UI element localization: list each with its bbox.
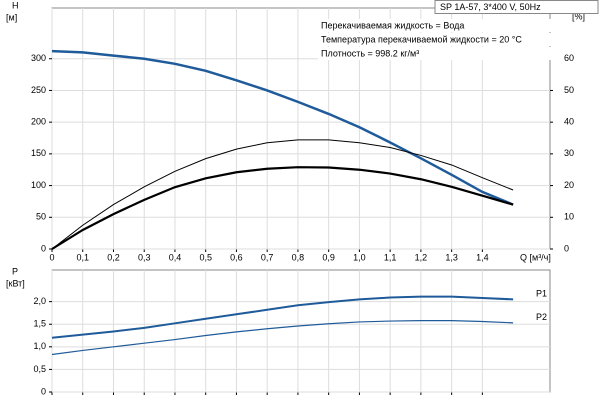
series-line bbox=[51, 49, 514, 206]
x-tick-label: 0,4 bbox=[169, 252, 182, 262]
annotation: Температура перекачиваемой жидкости = 20… bbox=[321, 34, 522, 44]
y-tick-label: 50 bbox=[36, 212, 46, 222]
series-line bbox=[51, 166, 514, 250]
y-axis-label: H bbox=[12, 0, 19, 10]
y2-tick-label: 10 bbox=[564, 212, 574, 222]
y-tick-label: 150 bbox=[31, 148, 46, 158]
series-line bbox=[51, 295, 514, 339]
y-tick-label: 300 bbox=[31, 53, 46, 63]
series-line bbox=[51, 139, 514, 250]
x-tick-label: 0,3 bbox=[138, 252, 151, 262]
x-tick-label: 0,9 bbox=[322, 252, 335, 262]
y-tick-label: 250 bbox=[31, 85, 46, 95]
y-tick-label: 100 bbox=[31, 180, 46, 190]
x-tick-label: 0,6 bbox=[230, 252, 243, 262]
x-tick-label: 0,5 bbox=[199, 252, 212, 262]
x-tick-label: 0,1 bbox=[76, 252, 89, 262]
series-label: P1 bbox=[536, 289, 547, 299]
y-axis-unit: [кВт] bbox=[6, 278, 25, 288]
annotation: Плотность = 998.2 кг/м³ bbox=[321, 48, 419, 58]
y-tick-label: 1,0 bbox=[33, 341, 46, 351]
title-box bbox=[434, 0, 599, 14]
y2-tick-label: 40 bbox=[564, 117, 574, 127]
y2-axis-unit: [%] bbox=[572, 11, 585, 21]
y-tick-label: 0 bbox=[41, 243, 46, 253]
annotation-bg bbox=[318, 19, 560, 32]
y-axis-unit: [м] bbox=[6, 12, 17, 22]
series-label: P2 bbox=[536, 312, 547, 322]
chart-title: SP 1A-57, 3*400 V, 50Hz bbox=[440, 2, 541, 12]
x-tick-label: 1,3 bbox=[445, 252, 458, 262]
x-tick-label: 0 bbox=[49, 252, 54, 262]
y2-tick-label: 60 bbox=[564, 53, 574, 63]
annotation-bg bbox=[318, 47, 560, 60]
x-tick-label: 1,0 bbox=[353, 252, 366, 262]
series-line bbox=[51, 320, 514, 356]
x-tick-label: 0,8 bbox=[292, 252, 305, 262]
y-tick-label: 200 bbox=[31, 117, 46, 127]
y-tick-label: 1,5 bbox=[33, 319, 46, 329]
y2-tick-label: 20 bbox=[564, 180, 574, 190]
y-tick-label: 0,5 bbox=[33, 364, 46, 374]
x-tick-label: 0,7 bbox=[261, 252, 274, 262]
y2-tick-label: 30 bbox=[564, 148, 574, 158]
x-axis-label: Q [м³/ч] bbox=[520, 252, 551, 262]
y2-tick-label: 50 bbox=[564, 85, 574, 95]
y-tick-label: 0 bbox=[41, 386, 46, 396]
annotation: Перекачиваемая жидкость = Вода bbox=[321, 20, 464, 30]
y-tick-label: 2,0 bbox=[33, 296, 46, 306]
x-tick-label: 1,2 bbox=[415, 252, 428, 262]
y-axis-label: P bbox=[12, 266, 18, 276]
x-tick-label: 1,4 bbox=[476, 252, 489, 262]
x-tick-label: 1,1 bbox=[384, 252, 397, 262]
y2-tick-label: 0 bbox=[564, 243, 569, 253]
x-tick-label: 0,2 bbox=[107, 252, 120, 262]
annotation-bg bbox=[318, 33, 560, 46]
